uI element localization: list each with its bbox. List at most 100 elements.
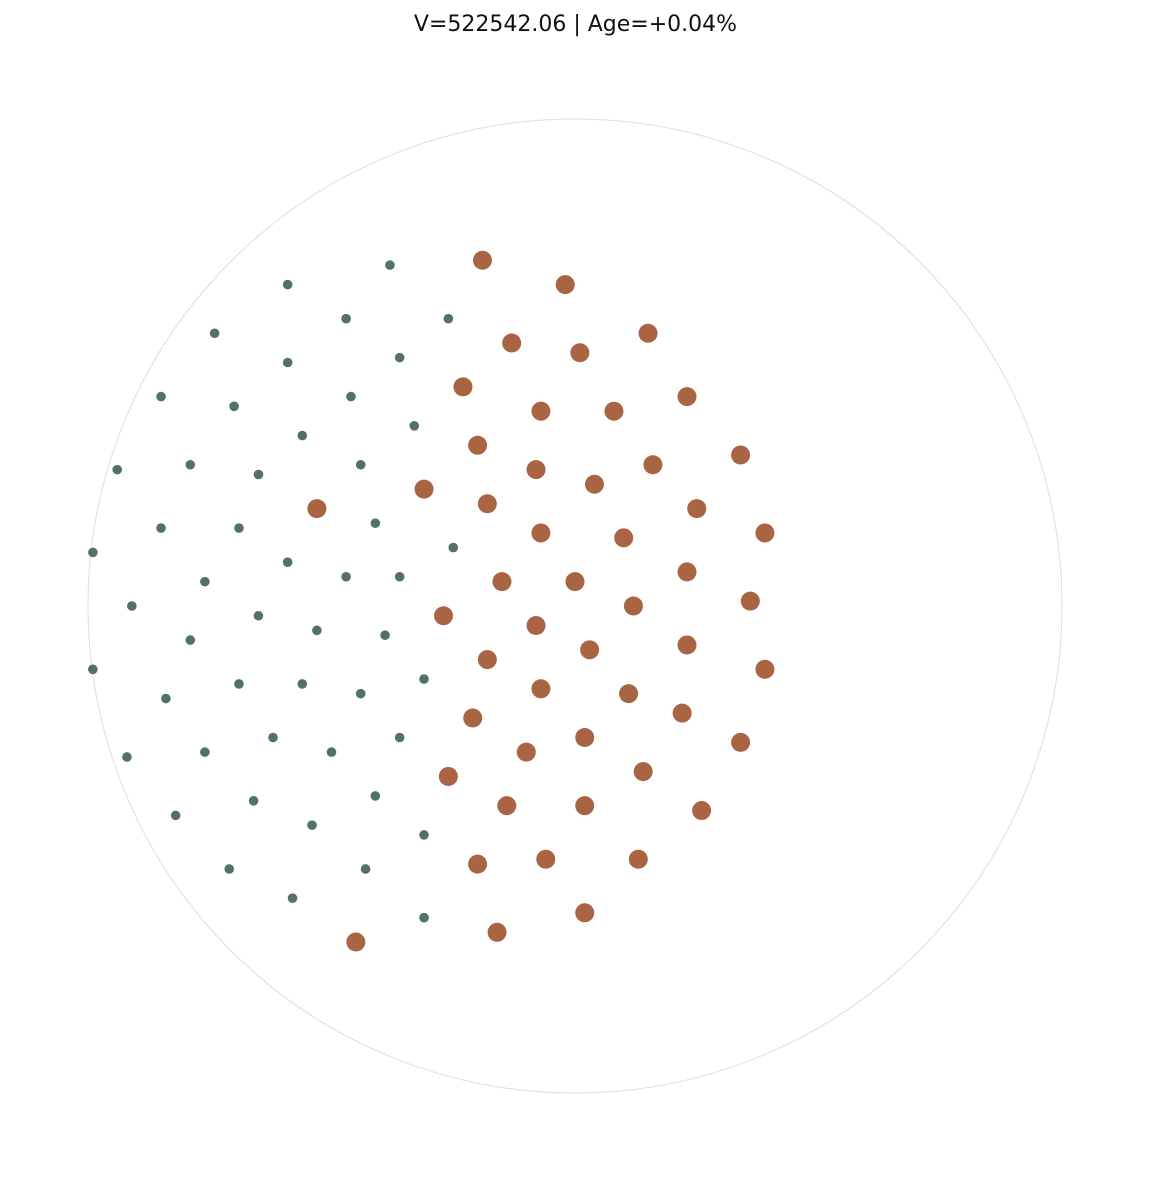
data-point-series0-13 xyxy=(185,459,196,470)
data-point-series0-46 xyxy=(224,864,235,874)
data-point-series0-4 xyxy=(209,328,220,339)
data-point-series0-25 xyxy=(127,601,137,611)
data-point-series1-14 xyxy=(414,479,434,499)
data-point-series1-7 xyxy=(531,401,551,421)
data-point-series1-40 xyxy=(438,766,458,786)
data-point-series0-35 xyxy=(419,674,429,684)
data-point-series1-37 xyxy=(575,727,595,747)
data-point-series1-18 xyxy=(755,523,775,543)
data-point-series0-12 xyxy=(112,464,123,475)
data-point-series1-5 xyxy=(453,377,473,397)
data-point-series0-19 xyxy=(88,547,98,558)
data-point-series0-27 xyxy=(312,625,322,636)
data-point-series1-22 xyxy=(492,572,512,592)
data-point-series0-11 xyxy=(297,430,308,441)
data-point-series1-0 xyxy=(472,250,492,270)
data-point-series1-35 xyxy=(463,708,483,728)
data-point-series1-28 xyxy=(677,635,697,655)
data-point-series1-34 xyxy=(672,703,692,723)
data-point-series1-1 xyxy=(555,275,575,295)
data-point-series1-4 xyxy=(570,343,590,363)
plot-boundary-circle xyxy=(87,118,1063,1094)
data-point-series0-18 xyxy=(370,518,381,529)
data-point-series1-13 xyxy=(584,474,604,494)
points-layer xyxy=(88,250,775,952)
data-point-series1-15 xyxy=(307,499,327,519)
data-point-series1-44 xyxy=(536,849,556,869)
data-point-series0-23 xyxy=(341,571,351,582)
data-point-series1-36 xyxy=(731,732,751,752)
data-point-series0-9 xyxy=(229,401,239,412)
data-point-series0-22 xyxy=(200,576,210,587)
data-point-series1-2 xyxy=(638,323,658,343)
data-point-series1-31 xyxy=(755,659,775,679)
data-point-series1-23 xyxy=(565,572,585,592)
data-point-series1-45 xyxy=(628,849,648,869)
data-point-series0-31 xyxy=(234,679,244,689)
data-point-series0-2 xyxy=(443,313,454,324)
data-point-series0-14 xyxy=(355,459,366,470)
data-point-series1-47 xyxy=(575,903,595,923)
data-point-series1-3 xyxy=(502,333,522,353)
data-point-series1-24 xyxy=(740,591,760,611)
data-point-series1-43 xyxy=(692,801,712,821)
data-point-series0-29 xyxy=(380,630,390,641)
data-point-series0-43 xyxy=(170,810,181,821)
data-point-series1-46 xyxy=(468,854,488,874)
data-point-series0-28 xyxy=(185,635,196,645)
data-point-series0-47 xyxy=(360,864,371,874)
data-point-series1-21 xyxy=(677,562,697,582)
data-point-series0-44 xyxy=(307,820,317,830)
data-point-series1-41 xyxy=(497,796,517,816)
data-point-series1-33 xyxy=(619,684,639,704)
data-point-series0-3 xyxy=(341,313,351,324)
data-point-series1-8 xyxy=(604,401,624,421)
data-point-series0-8 xyxy=(346,391,356,402)
data-point-series1-25 xyxy=(623,596,643,616)
data-point-series0-15 xyxy=(253,469,264,480)
data-point-series0-42 xyxy=(370,791,381,801)
data-point-series1-30 xyxy=(477,650,497,670)
data-point-series1-20 xyxy=(614,528,634,548)
data-point-series0-20 xyxy=(448,542,459,553)
data-point-series1-49 xyxy=(346,932,366,952)
data-point-series0-16 xyxy=(156,523,166,533)
data-point-series1-29 xyxy=(580,640,600,660)
data-point-series1-10 xyxy=(731,445,751,465)
data-point-series0-7 xyxy=(156,391,166,402)
data-point-series0-38 xyxy=(200,747,210,757)
data-point-series0-32 xyxy=(297,679,308,689)
data-point-series0-33 xyxy=(161,693,171,704)
data-point-series1-19 xyxy=(531,523,551,543)
data-point-series0-45 xyxy=(419,830,429,840)
data-point-series0-10 xyxy=(409,421,420,431)
chart-title: V=522542.06 | Age=+0.04% xyxy=(413,12,738,37)
data-point-series0-26 xyxy=(253,610,264,621)
data-point-series0-41 xyxy=(248,796,259,806)
data-point-series1-16 xyxy=(477,494,497,514)
data-point-series0-0 xyxy=(385,260,395,270)
data-point-series0-1 xyxy=(282,279,293,290)
data-point-series0-49 xyxy=(419,912,429,923)
data-point-series0-17 xyxy=(234,523,244,533)
data-point-series1-42 xyxy=(575,796,595,816)
data-point-series0-39 xyxy=(326,747,337,757)
data-point-series0-21 xyxy=(282,557,293,567)
data-point-series0-24 xyxy=(394,571,405,582)
data-point-series0-36 xyxy=(268,732,278,743)
data-point-series0-5 xyxy=(394,352,405,363)
data-point-series1-48 xyxy=(487,922,507,942)
data-point-series0-37 xyxy=(122,752,132,762)
data-point-series1-26 xyxy=(434,606,454,626)
data-point-series1-12 xyxy=(526,460,546,480)
data-point-series1-39 xyxy=(633,762,653,782)
data-point-series1-38 xyxy=(516,742,536,762)
data-point-series1-11 xyxy=(643,455,663,475)
data-point-series0-48 xyxy=(287,893,298,903)
data-point-series1-9 xyxy=(468,435,488,455)
data-point-series0-40 xyxy=(394,732,405,743)
data-point-series1-32 xyxy=(531,679,551,699)
data-point-series0-30 xyxy=(88,664,98,675)
data-point-series0-34 xyxy=(355,688,366,699)
